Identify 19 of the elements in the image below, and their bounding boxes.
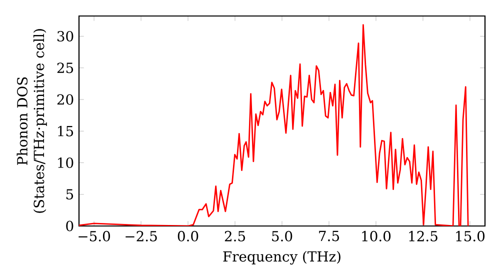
y-axis-title: Phonon DOS (States/THz·primitive cell) — [16, 29, 47, 213]
x-tick-label: 5.0 — [272, 230, 292, 242]
y-tick-label: 30 — [57, 30, 74, 42]
y-tick-label: 15 — [58, 126, 74, 136]
y-tick-label: 20 — [57, 94, 74, 105]
x-tick-label: 12.5 — [409, 230, 438, 242]
line-series — [79, 24, 469, 226]
x-tick-label: 7.5 — [319, 230, 339, 242]
x-tick-label: 15.0 — [456, 230, 485, 242]
x-tick-label: 10.0 — [362, 230, 391, 242]
y-tick-label: 0 — [66, 220, 74, 232]
y-tick-label: 25 — [57, 62, 74, 74]
y-tick-label: 10 — [58, 157, 74, 168]
y-tick-label: 5 — [66, 189, 74, 200]
x-tick-label: 0.0 — [178, 230, 198, 242]
x-tick-label: −5.0 — [78, 230, 110, 242]
x-tick-label: 2.5 — [224, 230, 245, 242]
x-axis-title: Frequency (THz) — [223, 250, 340, 265]
x-tick-label: −2.5 — [126, 230, 157, 242]
